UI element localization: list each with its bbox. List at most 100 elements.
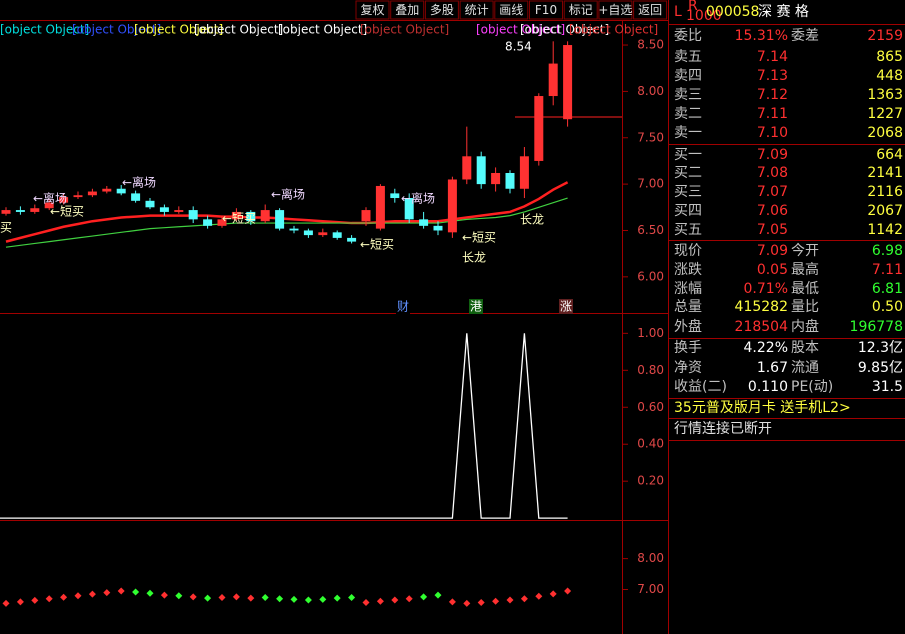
- field-value: 196778: [850, 319, 903, 335]
- candle-body: [116, 188, 126, 194]
- field-label: 今开: [791, 243, 819, 259]
- order-volume: 2141: [867, 165, 903, 181]
- y-tick-label: 1.00: [637, 326, 664, 340]
- toolbar-button-label[interactable]: 画线: [499, 3, 523, 17]
- order-price: 7.07: [757, 184, 788, 200]
- order-level: 买二: [674, 165, 702, 181]
- candle-body: [174, 210, 184, 212]
- toolbar-button-label[interactable]: 统计: [465, 3, 489, 17]
- signal-dot: [88, 590, 96, 598]
- field-value: 0.71%: [744, 281, 788, 297]
- event-marker[interactable]: 财: [397, 300, 409, 314]
- order-volume: 2116: [867, 184, 903, 200]
- candle-body: [102, 188, 112, 192]
- candle-body: [491, 172, 501, 185]
- signal-dot: [348, 594, 356, 602]
- toolbar-button[interactable]: [459, 0, 494, 20]
- field-label: 量比: [791, 299, 819, 315]
- candle-body: [289, 228, 299, 231]
- field-value: 6.81: [872, 281, 903, 297]
- signal-dot: [420, 593, 428, 601]
- toolbar-button-label[interactable]: 标记: [569, 3, 593, 17]
- candle-body: [548, 63, 558, 97]
- signal-dot: [405, 595, 413, 603]
- signal-dot: [232, 593, 240, 601]
- candle-body: [275, 210, 285, 229]
- candle-body: [1, 210, 11, 214]
- order-price: 7.13: [757, 68, 788, 84]
- order-price: 7.11: [757, 106, 788, 122]
- candle-body: [73, 195, 83, 198]
- toolbar-button[interactable]: [598, 0, 633, 20]
- toolbar-button-label[interactable]: 复权: [360, 3, 384, 17]
- toolbar-button[interactable]: [355, 0, 390, 20]
- candle-body: [246, 211, 256, 222]
- candle-body: [375, 185, 385, 229]
- toolbar-button-label[interactable]: 返回: [638, 3, 662, 17]
- field-label: 换手: [674, 339, 702, 356]
- annotation: ←离场: [122, 175, 156, 190]
- toolbar-button-label[interactable]: 多股: [430, 3, 454, 17]
- signal-dot: [477, 598, 485, 606]
- field-label: 股本: [791, 340, 819, 356]
- indicator-header: [object Object]: [0, 23, 89, 37]
- marker-bg: [396, 299, 410, 314]
- order-price: 7.08: [757, 165, 788, 181]
- candle-body: [159, 207, 169, 212]
- signal-dot: [31, 596, 39, 604]
- y-tick-label: 8.50: [637, 38, 664, 52]
- order-volume: 1142: [867, 222, 903, 238]
- event-marker[interactable]: 涨: [560, 299, 572, 314]
- toolbar-button[interactable]: [494, 0, 529, 20]
- order-price: 7.14: [757, 49, 788, 65]
- toolbar-button[interactable]: [390, 0, 425, 20]
- market-flag: R: [688, 0, 698, 14]
- signal-dot: [276, 595, 284, 603]
- toolbar-button-label[interactable]: +自选: [598, 3, 632, 17]
- candle-body: [519, 156, 529, 189]
- toolbar-button-label[interactable]: F10: [535, 3, 557, 17]
- order-volume: 1227: [867, 106, 903, 122]
- order-level: 卖一: [674, 125, 702, 141]
- order-price: 7.09: [757, 147, 788, 163]
- field-label: 收益(二): [674, 379, 727, 395]
- market-flag: L: [674, 4, 682, 20]
- field-label: 涨跌: [674, 262, 702, 278]
- indicator-line: [0, 333, 568, 519]
- candle-body: [347, 237, 357, 242]
- order-volume: 448: [876, 68, 903, 84]
- stock-name: 深 赛 格: [758, 4, 809, 20]
- toolbar-button[interactable]: [424, 0, 459, 20]
- toolbar-button-label[interactable]: 叠加: [395, 3, 419, 17]
- field-value: 1.67: [757, 360, 788, 376]
- signal-dot: [218, 594, 226, 602]
- signal-dot: [463, 599, 471, 607]
- order-volume: 865: [876, 49, 903, 65]
- toolbar-button[interactable]: [563, 0, 598, 20]
- field-value: 415282: [735, 299, 788, 315]
- candle-body: [30, 208, 40, 212]
- indicator-header: [object Object]: [278, 23, 367, 37]
- toolbar-button[interactable]: [633, 0, 668, 20]
- field-value: 0.110: [748, 379, 788, 395]
- annotation: 长龙: [520, 213, 544, 227]
- field-label: 外盘: [674, 318, 702, 335]
- signal-dot: [319, 595, 327, 603]
- order-volume: 2067: [867, 203, 903, 219]
- signal-dot: [333, 594, 341, 602]
- market-flag: 1000: [686, 8, 722, 24]
- signal-dot: [492, 597, 500, 605]
- moving-average: [5, 197, 568, 248]
- annotation: 8.54: [505, 40, 532, 54]
- event-marker[interactable]: 港: [470, 300, 482, 314]
- signal-dot: [74, 592, 82, 600]
- ad-link[interactable]: 35元普及版月卡 送手机L2>: [674, 400, 851, 416]
- candle-body: [260, 210, 270, 222]
- order-price: 7.05: [757, 222, 788, 238]
- y-tick-label: 7.50: [637, 130, 664, 144]
- annotation: ←短买: [360, 238, 394, 252]
- toolbar-button[interactable]: [529, 0, 563, 20]
- candle-body: [131, 193, 141, 201]
- y-tick-label: 8.00: [637, 84, 664, 98]
